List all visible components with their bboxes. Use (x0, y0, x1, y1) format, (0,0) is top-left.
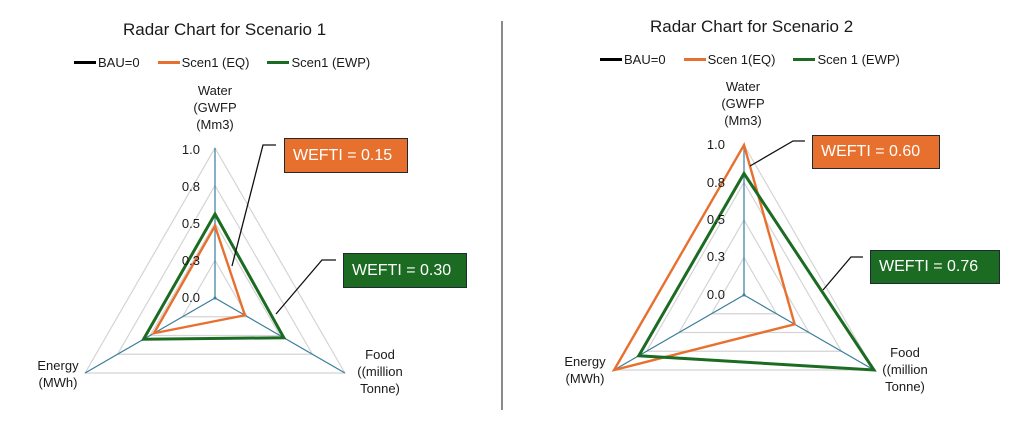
axis-spoke (214, 297, 346, 374)
center-point (742, 293, 746, 297)
tick-label: 0.0 (706, 287, 725, 302)
chart-scenario-2: Radar Chart for Scenario 2 BAU=0 Scen 1(… (505, 0, 1023, 438)
callout-leader-line (231, 144, 276, 267)
legend-item-ewp: Scen1 (EWP) (267, 55, 370, 70)
center-point (213, 296, 217, 300)
legend-line-icon (683, 58, 706, 61)
grid-ring (149, 221, 281, 337)
tick-label: 0.5 (706, 212, 725, 227)
legend-item-bau: BAU=0 (74, 55, 140, 70)
legend-item-eq: Scen 1(EQ) (683, 52, 775, 67)
tick-label: 0.0 (181, 290, 200, 305)
axis-label-energy: Energy (MWh) (564, 354, 606, 386)
tick-label: 0.3 (181, 253, 200, 268)
axis-label-food: Food ((million Tonne) (357, 347, 403, 396)
axis-spoke (613, 294, 745, 371)
callout-leader-line (275, 259, 336, 315)
legend: BAU=0 Scen1 (EQ) Scen1 (EWP) (74, 55, 370, 70)
axis-label-water: Water (GWFP (Mm3) (721, 79, 765, 128)
grid-ring (116, 184, 314, 355)
axis-spoke (84, 297, 216, 374)
grid-ring (678, 218, 810, 334)
tick-label: 0.8 (706, 175, 725, 190)
callout-wefti-eq: WEFTI = 0.15 (284, 138, 408, 173)
legend-item-ewp: Scen 1 (EWP) (793, 52, 900, 67)
legend-item-eq: Scen1 (EQ) (157, 55, 249, 70)
legend-line-icon (600, 58, 622, 61)
grid-ring (645, 181, 843, 352)
grid-ring (84, 146, 346, 374)
callout-leader-line (749, 140, 805, 167)
legend-line-icon (793, 58, 816, 61)
axis-label-food: Food ((million Tonne) (882, 345, 928, 394)
axis-spoke (743, 294, 875, 371)
callout-wefti-ewp: WEFTI = 0.76 (870, 250, 1000, 284)
legend-line-icon (74, 61, 96, 64)
tick-label: 0.8 (181, 179, 200, 194)
axis-label-water: Water (GWFP (Mm3) (193, 83, 237, 132)
legend: BAU=0 Scen 1(EQ) Scen 1 (EWP) (600, 52, 900, 67)
series-ewp (140, 210, 287, 341)
callout-wefti-eq: WEFTI = 0.60 (812, 135, 940, 169)
chart-scenario-1: Radar Chart for Scenario 1 BAU=0 Scen1 (… (0, 0, 500, 438)
legend-line-icon (267, 61, 290, 64)
tick-label: 0.5 (181, 216, 200, 231)
radar-plot-scenario-1 (84, 144, 346, 374)
series-eq (151, 223, 247, 335)
tick-label: 1.0 (181, 142, 200, 157)
axis-label-energy: Energy (MWh) (37, 358, 79, 390)
panel-divider (501, 21, 503, 410)
series-ewp (636, 170, 877, 372)
tick-label: 1.0 (706, 137, 725, 152)
legend-line-icon (157, 61, 180, 64)
callout-wefti-ewp: WEFTI = 0.30 (343, 253, 467, 288)
grid-ring (181, 259, 249, 318)
callout-leader-line (822, 256, 863, 291)
tick-label: 0.3 (706, 249, 725, 264)
series-eq (611, 141, 797, 372)
legend-item-bau: BAU=0 (600, 52, 666, 67)
radar-plot-scenario-2 (611, 140, 877, 372)
grid-ring (710, 256, 778, 315)
chart-title: Radar Chart for Scenario 1 (123, 20, 327, 39)
chart-title: Radar Chart for Scenario 2 (650, 17, 854, 36)
